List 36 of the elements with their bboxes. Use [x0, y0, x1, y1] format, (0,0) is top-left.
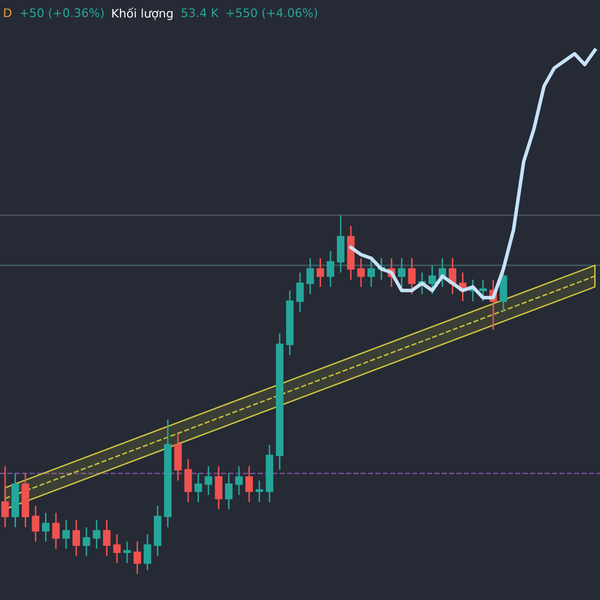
candlestick [408, 258, 416, 295]
candlestick [194, 472, 202, 503]
candlestick [306, 258, 314, 295]
candlestick [204, 466, 212, 496]
text: Khối lượng [112, 8, 173, 20]
candlestick [42, 512, 50, 542]
candlestick [225, 472, 233, 510]
candlestick [316, 258, 324, 288]
candlestick [113, 534, 121, 564]
candlestick [214, 466, 222, 510]
candlestick [72, 519, 80, 557]
candlestick [398, 258, 406, 288]
candlestick [1, 466, 9, 528]
text: +50 (+0.36%) [20, 8, 104, 19]
text: D [4, 8, 12, 18]
candlestick [357, 258, 365, 288]
candlestick [245, 466, 253, 503]
candlestick [134, 540, 142, 575]
candlestick [144, 534, 152, 571]
candlestick [103, 519, 111, 557]
candlestick [326, 250, 334, 288]
candlestick [479, 279, 487, 302]
candlestick [123, 540, 131, 564]
candlestick [82, 526, 90, 557]
candlestick [32, 504, 40, 542]
text: 53.4 K [182, 8, 219, 18]
candlestick [296, 272, 304, 313]
candlestick [428, 264, 436, 295]
candlestick [184, 458, 192, 503]
candlestick [235, 466, 243, 496]
candlestick [52, 512, 60, 550]
candlestick [367, 258, 375, 288]
text: +550 (+4.06%) [226, 8, 318, 19]
candlestick [92, 519, 100, 550]
candlestick [62, 519, 70, 550]
candlestick [256, 480, 264, 503]
